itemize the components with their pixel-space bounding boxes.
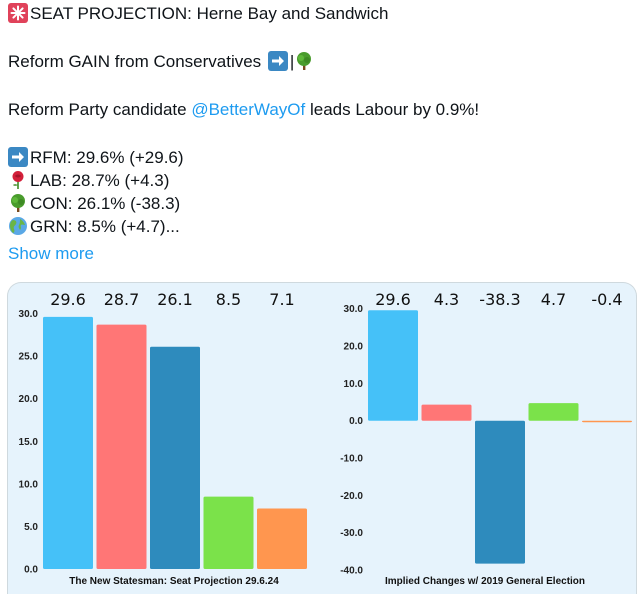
arrow-right-icon	[8, 147, 28, 167]
attached-image[interactable]: 0.0 5.0 10.0 15.0 20.0 25.0 30.0 29.6 28.7 26.1 8.…	[7, 282, 637, 594]
seat-projection-svg: 0.0 5.0 10.0 15.0 20.0 25.0 30.0 29.6 28.7 26.1 8.…	[19, 290, 307, 587]
lead-line: Reform Party candidate @BetterWayOf lead…	[8, 99, 479, 121]
result-text: LAB: 28.7% (+4.3)	[30, 171, 170, 190]
bar	[96, 324, 147, 569]
y-tick-label: 0.0	[349, 416, 363, 427]
globe-icon	[9, 217, 27, 235]
bar	[257, 508, 307, 569]
y-tick-label: 20.0	[344, 342, 364, 353]
value-label: 4.3	[434, 290, 459, 309]
y-tick-label: -40.0	[340, 566, 363, 577]
bar	[582, 420, 632, 423]
y-tick-label: 10.0	[19, 479, 39, 490]
seat-projection-chart: 0.0 5.0 10.0 15.0 20.0 25.0 30.0 29.6 28.7 26.1 8.…	[8, 283, 323, 594]
result-text: RFM: 29.6% (+29.6)	[30, 148, 184, 167]
y-tick-label: 0.0	[24, 565, 38, 576]
value-label: 29.6	[50, 290, 86, 309]
bar	[368, 310, 418, 421]
show-more-link[interactable]: Show more	[8, 244, 94, 263]
y-tick-label: 25.0	[19, 352, 39, 363]
chart-caption: The New Statesman: Seat Projection 29.6.…	[69, 576, 279, 587]
bar	[421, 404, 472, 421]
result-text: CON: 26.1% (-38.3)	[30, 194, 181, 213]
separator-bar: |	[289, 52, 295, 71]
value-label: -38.3	[479, 290, 520, 309]
y-tick-label: 30.0	[344, 304, 364, 315]
value-label: -0.4	[591, 290, 622, 309]
bar	[475, 420, 525, 564]
bar	[528, 403, 579, 421]
result-grn: GRN: 8.5% (+4.7)...	[8, 216, 180, 238]
bar	[203, 496, 254, 569]
y-tick-label: 20.0	[19, 394, 39, 405]
value-label: 4.7	[541, 290, 566, 309]
implied-changes-svg: -40.0 -30.0 -20.0 -10.0 0.0 10.0 20.0 30.0 29.6 4…	[340, 290, 632, 587]
lead-suffix: leads Labour by 0.9%!	[305, 100, 480, 119]
headline-text: SEAT PROJECTION: Herne Bay and Sandwich	[30, 4, 389, 23]
siren-icon	[8, 3, 28, 23]
arrow-right-icon	[267, 51, 288, 71]
y-tick-label: -20.0	[340, 491, 363, 502]
show-more-line: Show more	[8, 243, 94, 265]
value-label: 28.7	[104, 290, 140, 309]
lead-prefix: Reform Party candidate	[8, 100, 192, 119]
tree-icon	[11, 194, 25, 212]
result-text: GRN: 8.5% (+4.7)...	[30, 217, 180, 236]
value-label: 29.6	[375, 290, 411, 309]
result-rfm: RFM: 29.6% (+29.6)	[8, 147, 184, 169]
value-label: 26.1	[157, 290, 193, 309]
y-tick-label: -30.0	[340, 528, 363, 539]
implied-changes-chart: -40.0 -30.0 -20.0 -10.0 0.0 10.0 20.0 30.0 29.6 4…	[323, 283, 636, 594]
rose-icon	[12, 171, 24, 189]
bar	[43, 316, 93, 569]
gain-line: Reform GAIN from Conservatives |	[8, 51, 316, 73]
gain-text: Reform GAIN from Conservatives	[8, 52, 262, 71]
result-lab: LAB: 28.7% (+4.3)	[8, 170, 169, 192]
y-tick-label: 5.0	[24, 522, 38, 533]
mention-link[interactable]: @BetterWayOf	[191, 100, 306, 119]
y-tick-label: -10.0	[340, 454, 363, 465]
y-tick-label: 15.0	[19, 437, 39, 448]
tree-icon	[297, 52, 312, 70]
value-label: 8.5	[216, 290, 241, 309]
value-label: 7.1	[269, 290, 294, 309]
headline-line: SEAT PROJECTION: Herne Bay and Sandwich	[8, 3, 388, 25]
bar	[150, 346, 200, 569]
chart-caption: Implied Changes w/ 2019 General Election	[385, 576, 585, 587]
y-tick-label: 10.0	[344, 379, 364, 390]
y-tick-label: 30.0	[19, 309, 39, 320]
result-con: CON: 26.1% (-38.3)	[8, 193, 180, 215]
